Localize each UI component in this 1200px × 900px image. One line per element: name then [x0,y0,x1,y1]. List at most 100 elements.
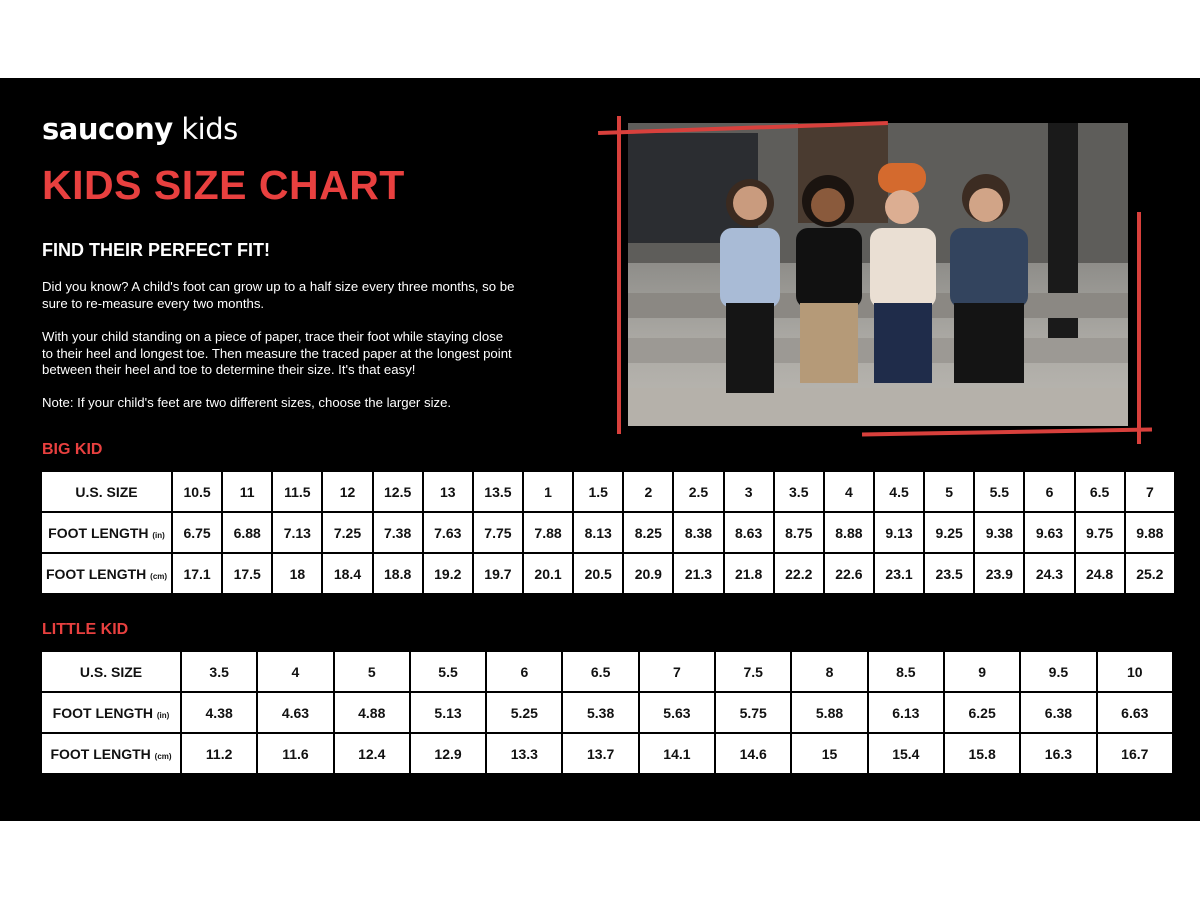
size-cell: 23.9 [973,552,1026,595]
size-cell: 2.5 [672,470,725,513]
size-cell: 19.2 [421,552,474,595]
size-cell: 18 [271,552,324,595]
size-cell: 22.6 [822,552,875,595]
size-cell: 4.38 [179,691,259,734]
saucony-kids-logo: saucony kids [42,112,238,146]
size-cell: 13.7 [561,732,640,775]
size-cell: 4 [256,650,335,693]
size-cell: 8.63 [722,511,775,554]
size-cell: 11 [221,470,274,513]
size-cell: 8.5 [866,650,945,693]
size-cell: 11.2 [179,732,259,775]
red-brush-stroke [1137,212,1141,444]
size-cell: 6.88 [221,511,274,554]
size-cell: 9.63 [1023,511,1076,554]
intro-paragraph: Did you know? A child's foot can grow up… [42,279,515,311]
size-cell: 24.3 [1023,552,1076,595]
size-cell: 15.4 [866,732,945,775]
table-row: FOOT LENGTH (in) 4.38 4.63 4.88 5.13 5.25 5.38… [40,691,1175,734]
size-cell: 13 [421,470,474,513]
size-cell: 7.13 [271,511,324,554]
size-cell: 9 [942,650,1022,693]
size-cell: 12.9 [408,732,488,775]
row-header: FOOT LENGTH (in) [40,691,182,734]
table-row: FOOT LENGTH (in) 6.75 6.88 7.13 7.25 7.38 7.63… [40,511,1177,554]
size-cell: 15 [790,732,869,775]
size-cell: 5.63 [637,691,717,734]
size-cell: 20.5 [572,552,625,595]
size-cell: 17.1 [170,552,224,595]
size-cell: 1 [521,470,575,513]
size-cell: 8 [790,650,869,693]
size-cell: 6 [1023,470,1076,513]
size-cell: 9.25 [923,511,976,554]
size-cell: 6.25 [942,691,1022,734]
size-cell: 5.5 [408,650,488,693]
table-row: U.S. SIZE 3.5 4 5 5.5 6 6.5 7 7.5 8 8.5 9 9.5 10 [40,650,1175,693]
size-cell: 12.5 [371,470,424,513]
size-cell: 22.2 [772,552,825,595]
table-row: FOOT LENGTH (cm) 17.1 17.5 18 18.4 18.8 19.2 19… [40,552,1177,595]
size-cell: 4.63 [256,691,335,734]
size-cell: 20.1 [521,552,575,595]
size-cell: 6.5 [561,650,640,693]
size-cell: 23.1 [872,552,926,595]
size-cell: 13.5 [471,470,524,513]
size-cell: 6.5 [1073,470,1126,513]
subtitle: FIND THEIR PERFECT FIT! [42,240,270,260]
size-cell: 7 [1123,470,1177,513]
size-cell: 19.7 [471,552,524,595]
size-cell: 7.25 [321,511,374,554]
size-cell: 3 [722,470,775,513]
size-cell: 11.6 [256,732,335,775]
little-kid-size-table: U.S. SIZE 3.5 4 5 5.5 6 6.5 7 7.5 8 8.5 9 9.5 10 FOOT … [40,650,1175,775]
size-cell: 14.1 [637,732,717,775]
size-cell: 14.6 [714,732,793,775]
size-cell: 20.9 [622,552,675,595]
size-cell: 1.5 [572,470,625,513]
size-cell: 16.7 [1095,732,1175,775]
kids-photo [628,123,1128,426]
size-cell: 3.5 [772,470,825,513]
size-cell: 7.75 [471,511,524,554]
size-cell: 5.88 [790,691,869,734]
size-cell: 8.25 [622,511,675,554]
big-kid-size-table: U.S. SIZE 10.5 11 11.5 12 12.5 13 13.5 1 1.5 2 2.5 3… [40,470,1177,595]
size-cell: 21.8 [722,552,775,595]
size-cell: 5 [332,650,411,693]
row-header: FOOT LENGTH (cm) [40,552,173,595]
size-cell: 8.75 [772,511,825,554]
little-kid-label: LITTLE KID [42,621,129,638]
size-cell: 24.8 [1073,552,1126,595]
size-cell: 9.13 [872,511,926,554]
row-header: FOOT LENGTH (cm) [40,732,182,775]
red-brush-stroke [617,116,621,434]
size-cell: 9.5 [1019,650,1098,693]
size-cell: 5 [923,470,976,513]
note-paragraph: Note: If your child's feet are two diffe… [42,395,452,410]
size-cell: 6.75 [170,511,224,554]
size-cell: 23.5 [923,552,976,595]
size-cell: 11.5 [271,470,324,513]
size-cell: 7.5 [714,650,793,693]
size-cell: 6.63 [1095,691,1175,734]
size-cell: 6.13 [866,691,945,734]
big-kid-label: BIG KID [42,441,103,458]
size-cell: 15.8 [942,732,1022,775]
size-cell: 10.5 [170,470,224,513]
size-cell: 8.13 [572,511,625,554]
row-header: U.S. SIZE [40,470,173,513]
size-cell: 7 [637,650,717,693]
row-header: U.S. SIZE [40,650,182,693]
size-cell: 16.3 [1019,732,1098,775]
row-header: FOOT LENGTH (in) [40,511,173,554]
table-row: FOOT LENGTH (cm) 11.2 11.6 12.4 12.9 13.3 13.7… [40,732,1175,775]
size-cell: 4 [822,470,875,513]
size-cell: 6.38 [1019,691,1098,734]
size-cell: 7.38 [371,511,424,554]
size-cell: 9.88 [1123,511,1177,554]
size-cell: 10 [1095,650,1175,693]
size-cell: 21.3 [672,552,725,595]
size-cell: 12 [321,470,374,513]
size-cell: 18.8 [371,552,424,595]
